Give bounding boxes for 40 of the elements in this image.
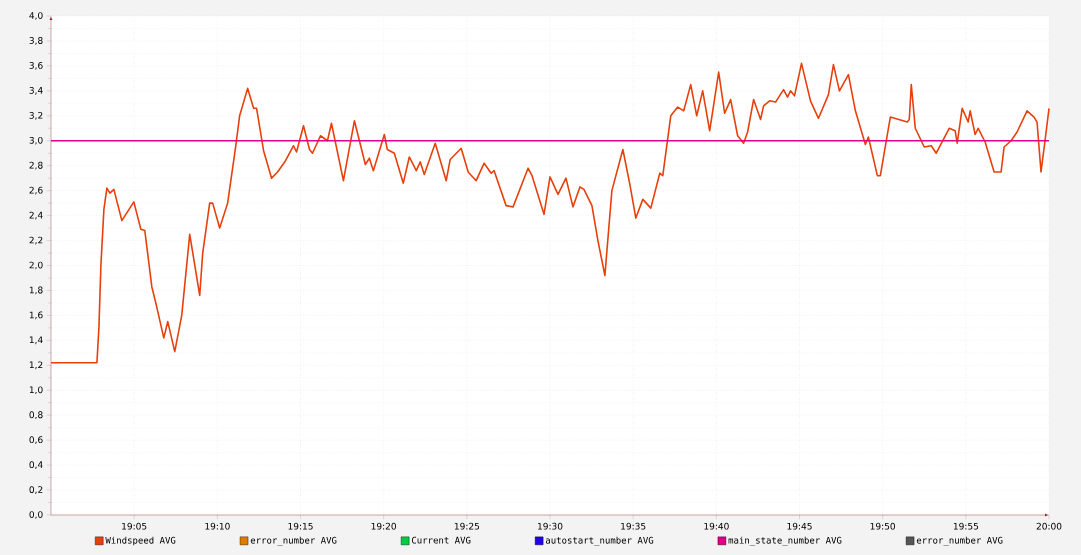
x-tick-label: 19:40: [704, 522, 729, 530]
y-tick-label: 4,0: [29, 12, 43, 20]
y-tick-label: 1,8: [29, 286, 43, 295]
y-tick-label: 3,4: [29, 86, 43, 95]
x-tick-label: 19:45: [787, 522, 812, 530]
legend-label: error_number AVG: [916, 536, 1003, 546]
legend-label: error_number AVG: [250, 536, 337, 546]
x-tick-label: 19:15: [288, 522, 313, 530]
y-tick-label: 0,2: [29, 486, 43, 494]
y-tick-label: 1,6: [29, 311, 43, 320]
legend-label: main_state_number AVG: [728, 536, 842, 546]
y-tick-label: 3,6: [29, 62, 43, 70]
y-tick-label: 3,0: [29, 136, 43, 145]
x-tick-label: 19:35: [621, 522, 646, 530]
y-tick-label: 2,2: [29, 236, 43, 245]
y-tick-label: 0,8: [29, 411, 43, 420]
x-tick-label: 19:10: [205, 522, 230, 530]
x-tick-label: 20:00: [1036, 522, 1062, 530]
legend-label: Current AVG: [411, 536, 471, 544]
y-tick-label: 0,6: [29, 436, 43, 445]
legend-label: Windspeed AVG: [105, 536, 176, 546]
x-tick-label: 19:50: [870, 522, 896, 530]
y-tick-label: 3,2: [29, 111, 43, 120]
x-tick-label: 19:05: [122, 522, 147, 530]
x-tick-label: 19:55: [953, 522, 979, 530]
y-tick-label: 2,6: [29, 186, 43, 195]
y-tick-label: 1,0: [29, 386, 43, 395]
y-tick-label: 2,8: [29, 161, 43, 170]
legend-label: autostart_number AVG: [545, 536, 654, 546]
y-tick-label: 2,4: [29, 211, 43, 220]
y-tick-label: 1,4: [29, 336, 43, 345]
y-tick-label: 1,2: [29, 361, 43, 370]
x-tick-label: 19:30: [538, 522, 563, 530]
x-tick-label: 19:25: [454, 522, 480, 530]
y-tick-label: 0,0: [29, 511, 43, 519]
line-series: [50, 62, 1050, 364]
y-tick-label: 2,0: [29, 261, 43, 270]
y-tick-label: 0,4: [29, 461, 43, 469]
x-tick-label: 19:20: [371, 522, 396, 530]
y-tick-label: 3,8: [29, 37, 43, 45]
